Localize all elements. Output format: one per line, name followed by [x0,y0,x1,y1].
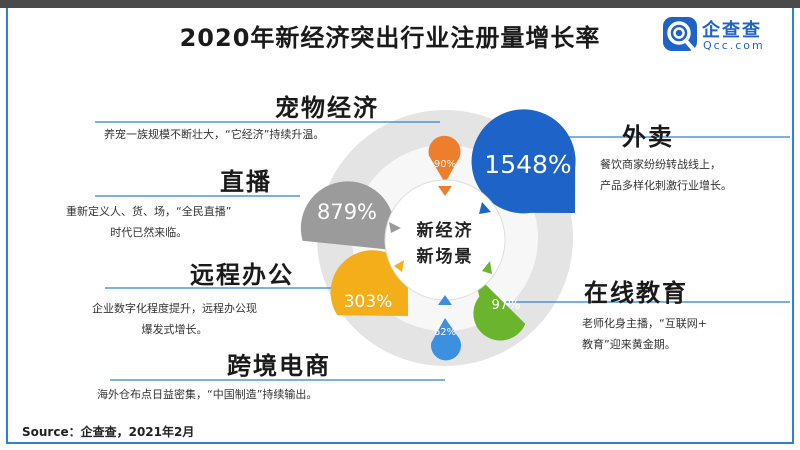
value-label-remote: 303% [344,292,393,312]
category-title-education: 在线教育 [584,279,688,307]
logo-name: 企查查 [702,20,762,41]
value-label-takeout: 1548% [484,150,571,179]
brand-logo: 企查查 Qcc.com [662,14,792,58]
category-title-ecommerce: 跨境电商 [227,352,331,380]
value-label-pets: 90% [434,159,456,170]
center-arrows [389,186,492,305]
category-desc-live-line2: 时代已然来临。 [110,226,188,239]
category-desc-education-line2: 教育”迎来黄金期。 [582,338,676,351]
value-label-ecommerce: 62% [434,327,456,338]
category-title-remote: 远程办公 [190,261,294,289]
category-desc-takeout: 餐饮商家纷纷转战线上， 产品多样化刺激行业增长。 [600,154,732,196]
page-title: 2020年新经济突出行业注册量增长率 [179,24,601,52]
arrow-from-takeout [479,202,491,214]
category-desc-ecommerce-line1: 海外仓布点日益密集，“中国制造”持续输出。 [97,388,318,401]
page-frame [6,8,794,444]
arrow-from-education [482,261,492,274]
bubble-takeout [471,109,576,214]
category-desc-remote-line2: 爆发式增长。 [141,323,208,336]
arrow-from-live [389,222,401,233]
source-note: Source：企查查，2021年2月 [22,425,195,439]
bubble-pets [428,135,461,183]
top-accent-bar [0,0,800,8]
category-desc-education: 老师化身主播，“互联网+ 教育”迎来黄金期。 [582,313,707,355]
arrow-from-pets [438,186,452,196]
category-desc-pets: 养宠一族规模不断壮大，“它经济”持续升温。 [104,124,324,145]
leader-lines [95,121,790,381]
category-desc-pets-line1: 养宠一族规模不断壮大，“它经济”持续升温。 [104,128,325,141]
arrow-from-remote [394,260,404,272]
category-desc-remote-line1: 企业数字化程度提升，远程办公现 [92,302,257,315]
logo-url: Qcc.com [703,39,765,52]
category-desc-ecommerce: 海外仓布点日益密集，“中国制造”持续输出。 [97,384,317,405]
bubble-live [300,181,393,250]
category-desc-takeout-line1: 餐饮商家纷纷转战线上， [600,158,721,171]
value-label-education: 97% [492,298,521,313]
center-label-line2: 新场景 [417,246,474,267]
category-title-takeout: 外卖 [622,123,674,151]
bubble-remote [330,250,408,316]
category-desc-remote: 企业数字化程度提升，远程办公现 爆发式增长。 [92,298,257,340]
category-desc-education-line1: 老师化身主播，“互联网+ [582,317,707,330]
category-title-live: 直播 [220,168,272,196]
qcc-logo-icon [663,17,697,51]
category-title-pets: 宠物经济 [275,94,379,122]
bubble-ecommerce [430,318,461,361]
center-label-line1: 新经济 [417,220,474,241]
arrow-from-ecommerce [438,295,452,305]
category-desc-takeout-line2: 产品多样化刺激行业增长。 [600,179,732,192]
category-desc-live: 重新定义人、货、场，“全民直播” 时代已然来临。 [66,201,231,243]
bubble-education [473,272,526,341]
value-label-live: 879% [317,200,377,224]
category-desc-live-line1: 重新定义人、货、场，“全民直播” [66,205,232,218]
